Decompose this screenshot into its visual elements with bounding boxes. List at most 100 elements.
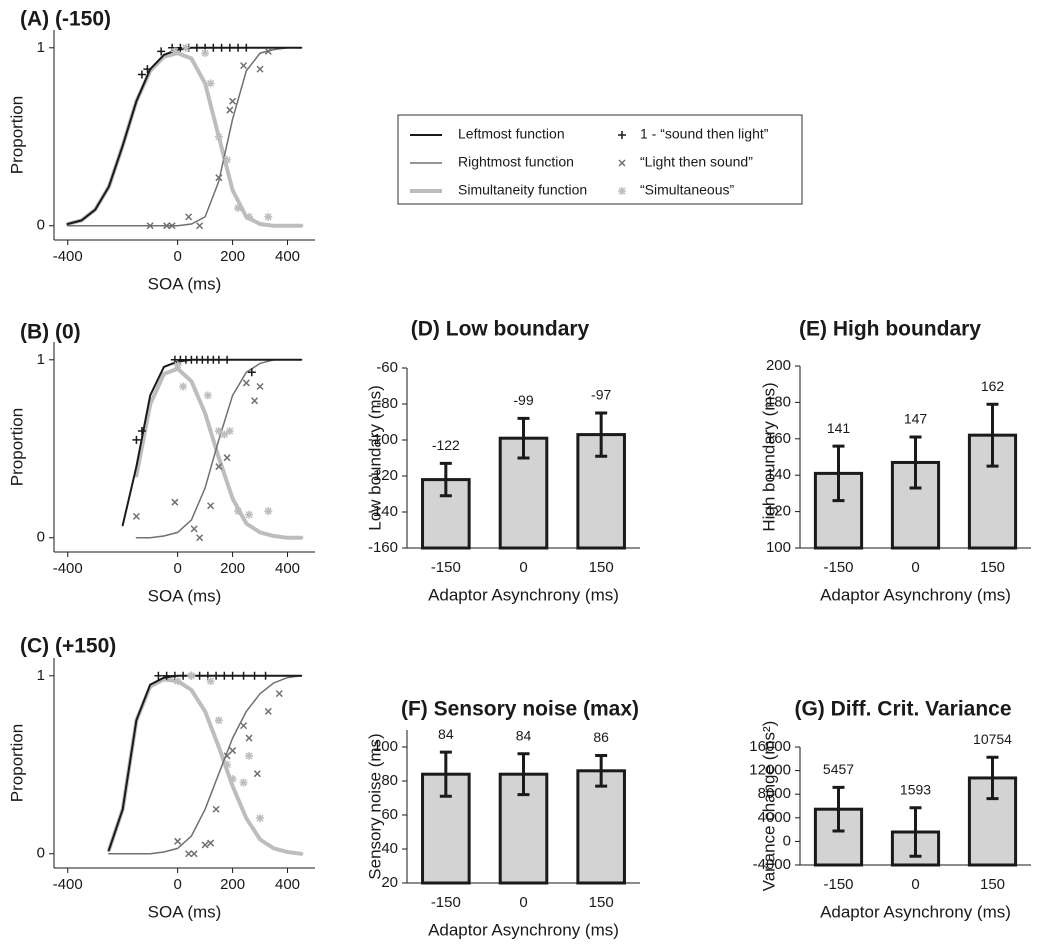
y-tick-label: 1 — [37, 667, 45, 684]
point — [223, 454, 231, 462]
x-tick-label: 150 — [980, 559, 1005, 576]
point — [192, 43, 201, 52]
point — [240, 722, 248, 730]
y-tick-label: 200 — [766, 357, 791, 374]
point — [173, 361, 182, 370]
data-label: 86 — [593, 729, 609, 745]
point — [206, 677, 215, 686]
point — [143, 65, 152, 74]
y-tick-label: 100 — [373, 738, 398, 755]
point — [185, 850, 193, 858]
bar — [498, 772, 549, 885]
x-tick-label: -150 — [823, 559, 853, 576]
x-tick-label: -400 — [53, 876, 83, 893]
x-tick-label: 150 — [589, 559, 614, 576]
panel-title: (E) High boundary — [799, 318, 981, 341]
y-tick-label: 60 — [381, 806, 398, 823]
panel-title: (C) (+150) — [20, 635, 116, 658]
point — [190, 850, 198, 858]
point — [195, 671, 204, 680]
legend-label: 1 - “sound then light” — [640, 126, 769, 142]
error-bar — [909, 435, 922, 490]
curve — [66, 47, 303, 227]
y-tick-label: -60 — [376, 359, 398, 376]
data-label: 84 — [516, 728, 532, 744]
x-tick-label: 0 — [911, 559, 919, 576]
legend-label: Leftmost function — [458, 126, 565, 142]
y-tick-label: 180 — [766, 393, 791, 410]
panel-title: (B) (0) — [20, 321, 81, 344]
panel-title: (D) Low boundary — [411, 318, 590, 341]
point — [157, 47, 166, 56]
error-bar — [439, 461, 452, 498]
point — [215, 463, 223, 471]
point — [168, 222, 176, 230]
error-bar — [595, 754, 608, 788]
point — [223, 760, 232, 769]
point — [215, 174, 223, 182]
error-bar — [986, 402, 999, 468]
point — [220, 430, 229, 439]
curve — [108, 675, 303, 855]
point — [264, 507, 273, 516]
point — [173, 677, 182, 686]
error-bar — [439, 750, 452, 798]
data-label: 84 — [438, 726, 454, 742]
point — [264, 47, 272, 55]
y-axis-label: Sensory noise (ms) — [365, 733, 384, 879]
point — [251, 397, 259, 405]
y-tick-label: 4000 — [758, 809, 791, 826]
x-axis-label: Adaptor Asynchrony (ms) — [820, 585, 1011, 604]
point — [245, 212, 254, 221]
x-tick-label: 400 — [275, 248, 300, 265]
point — [256, 65, 264, 73]
x-tick-label: -400 — [53, 560, 83, 577]
x-tick-label: 0 — [173, 560, 181, 577]
point — [206, 79, 215, 88]
x-axis-label: SOA (ms) — [148, 902, 222, 921]
y-tick-label: 0 — [37, 845, 45, 862]
error-bar — [909, 806, 922, 858]
point — [162, 671, 171, 680]
x-tick-label: -150 — [823, 876, 853, 893]
legend-marker — [618, 187, 626, 195]
y-tick-label: 0 — [37, 529, 45, 546]
point — [261, 671, 270, 680]
point — [179, 671, 188, 680]
error-bar — [517, 416, 530, 460]
point — [245, 510, 254, 519]
point — [240, 62, 248, 70]
curve — [66, 46, 303, 225]
y-tick-label: 100 — [766, 539, 791, 556]
point — [239, 671, 248, 680]
y-tick-label: 120 — [766, 503, 791, 520]
y-tick-label: 12000 — [749, 762, 791, 779]
bar — [421, 478, 471, 550]
point — [245, 751, 254, 760]
y-tick-label: 140 — [766, 466, 791, 483]
legend-label: Rightmost function — [458, 154, 574, 170]
panel-title: (G) Diff. Crit. Variance — [794, 698, 1011, 721]
x-tick-label: 0 — [519, 894, 527, 911]
curve — [134, 366, 304, 540]
point — [154, 671, 163, 680]
point — [209, 43, 218, 52]
y-axis-label: High boundary (ms) — [759, 382, 778, 531]
panel: (G) Diff. Crit. Variance Variance change … — [749, 698, 1031, 921]
data-label: 162 — [981, 378, 1005, 394]
point — [163, 222, 171, 230]
point — [170, 47, 179, 56]
point — [223, 155, 232, 164]
x-tick-label: 0 — [911, 876, 919, 893]
point — [225, 43, 234, 52]
bar — [576, 769, 626, 885]
x-axis-label: Adaptor Asynchrony (ms) — [428, 920, 619, 939]
point — [171, 498, 179, 506]
point — [234, 507, 243, 516]
point — [220, 671, 229, 680]
point — [234, 43, 243, 52]
error-bar — [595, 411, 608, 458]
x-tick-label: -150 — [431, 894, 461, 911]
x-tick-label: 200 — [220, 560, 245, 577]
error-bar — [517, 752, 530, 797]
